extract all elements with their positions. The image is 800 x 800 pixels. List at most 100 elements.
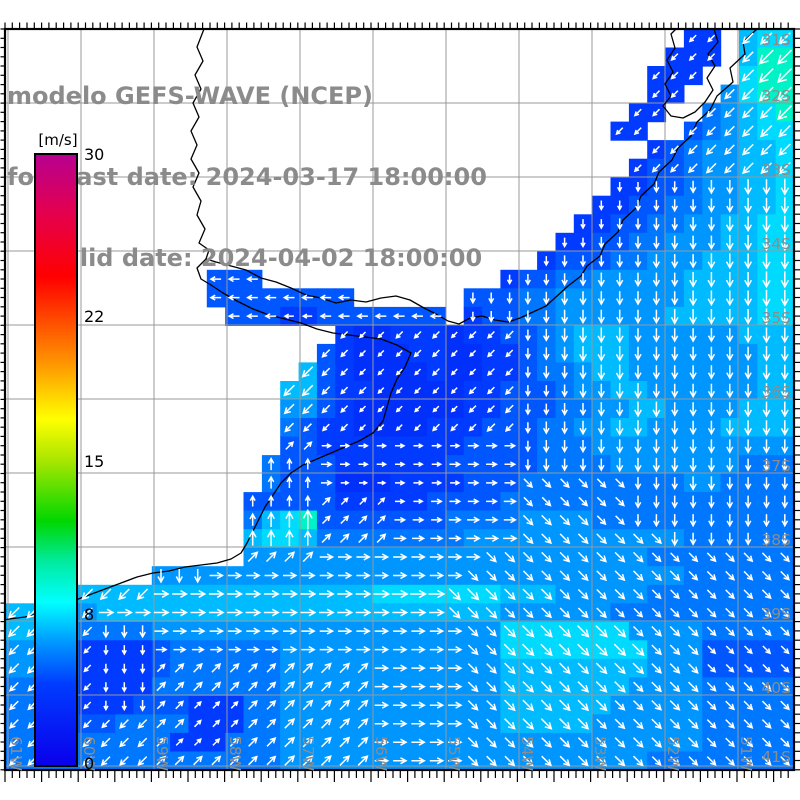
- wind-arrow: [284, 699, 296, 711]
- wind-arrow: [578, 478, 589, 489]
- wind-arrow: [762, 308, 771, 326]
- wind-arrow: [780, 215, 790, 233]
- wind-arrow: [469, 368, 477, 376]
- wind-arrow: [669, 644, 681, 656]
- wind-arrow: [781, 458, 789, 472]
- wind-arrow: [303, 441, 313, 450]
- wind-arrow: [522, 699, 535, 712]
- wind-arrow: [8, 606, 20, 619]
- wind-arrow: [267, 511, 275, 527]
- wind-arrow: [669, 663, 681, 674]
- wind-arrow: [431, 461, 443, 468]
- wind-arrow: [193, 719, 202, 728]
- wind-arrow: [504, 718, 516, 730]
- wind-arrow: [558, 643, 572, 657]
- wind-arrow: [248, 736, 258, 747]
- wind-arrow: [780, 570, 790, 581]
- colorbar-tick-label: 0: [84, 754, 95, 773]
- wind-arrow: [780, 645, 790, 655]
- wind-arrow: [393, 664, 408, 672]
- wind-arrow: [321, 423, 330, 432]
- wind-arrow: [707, 383, 716, 399]
- wind-arrow: [486, 700, 497, 711]
- wind-arrow: [597, 439, 605, 454]
- wind-arrow: [561, 328, 569, 343]
- wind-arrow: [724, 144, 735, 156]
- wind-arrow: [615, 496, 625, 507]
- wind-arrow: [705, 144, 717, 156]
- wind-arrow: [761, 719, 772, 729]
- wind-arrow: [524, 366, 531, 379]
- wind-arrow: [103, 682, 109, 693]
- wind-arrow: [632, 755, 644, 767]
- wind-arrow: [541, 737, 553, 748]
- wind-arrow: [211, 755, 222, 766]
- wind-arrow: [357, 681, 369, 692]
- wind-arrow: [671, 235, 679, 251]
- lon-label: 55W: [445, 736, 463, 771]
- wind-arrow: [776, 86, 793, 102]
- wind-arrow: [119, 719, 129, 729]
- wind-arrow: [634, 514, 642, 528]
- wind-arrow: [598, 219, 605, 230]
- wind-arrow: [249, 494, 256, 507]
- wind-arrow: [429, 571, 445, 580]
- wind-arrow: [653, 199, 660, 212]
- wind-arrow: [504, 570, 516, 582]
- wind-arrow: [597, 291, 605, 306]
- wind-arrow: [467, 755, 479, 767]
- wind-arrow: [374, 645, 390, 654]
- wind-arrow: [615, 515, 625, 526]
- wind-arrow: [708, 514, 715, 528]
- wind-arrow: [632, 551, 644, 563]
- wind-arrow: [156, 681, 167, 692]
- wind-arrow: [374, 664, 390, 672]
- wind-arrow: [486, 663, 497, 674]
- wind-arrow: [542, 310, 550, 324]
- wind-arrow: [172, 627, 188, 635]
- wind-arrow: [374, 608, 390, 617]
- wind-arrow: [579, 458, 587, 472]
- wind-arrow: [669, 718, 681, 730]
- wind-arrow: [522, 514, 534, 526]
- wind-arrow: [616, 309, 624, 325]
- wind-arrow: [193, 737, 202, 746]
- wind-arrow: [411, 553, 426, 561]
- wind-arrow: [634, 328, 642, 343]
- wind-arrow: [174, 718, 185, 729]
- wind-arrow: [652, 346, 661, 362]
- wind-arrow: [744, 477, 752, 491]
- wind-arrow: [579, 346, 587, 362]
- wind-arrow: [486, 330, 495, 339]
- wind-arrow: [137, 756, 148, 766]
- wind-arrow: [486, 498, 498, 505]
- wind-arrow: [707, 645, 717, 655]
- wind-arrow: [450, 331, 458, 339]
- wind-arrow: [468, 386, 477, 395]
- wind-arrow: [652, 145, 661, 154]
- forecast-date-line: forecast date: 2024-03-17 18:00:00: [7, 163, 487, 191]
- wind-arrow: [319, 645, 335, 654]
- wind-arrow: [339, 717, 351, 729]
- wind-arrow: [706, 626, 717, 637]
- wind-arrow: [429, 645, 445, 654]
- wind-arrow: [504, 551, 516, 563]
- wind-arrow: [689, 402, 697, 417]
- wind-arrow: [156, 755, 167, 766]
- wind-arrow: [744, 458, 752, 472]
- wind-arrow: [468, 330, 477, 339]
- wind-arrow: [577, 551, 589, 563]
- wind-arrow: [689, 532, 697, 546]
- wind-arrow: [393, 683, 408, 691]
- wind-arrow: [689, 420, 697, 436]
- wind-arrow: [118, 588, 130, 601]
- wind-arrow: [669, 700, 681, 711]
- wind-arrow: [780, 197, 790, 215]
- wind-arrow: [395, 387, 403, 394]
- wind-arrow: [410, 589, 428, 599]
- wind-arrow: [559, 737, 571, 748]
- wind-arrow: [504, 662, 516, 675]
- wind-arrow: [670, 309, 679, 325]
- colorbar: [34, 153, 78, 767]
- wind-arrow: [671, 532, 679, 547]
